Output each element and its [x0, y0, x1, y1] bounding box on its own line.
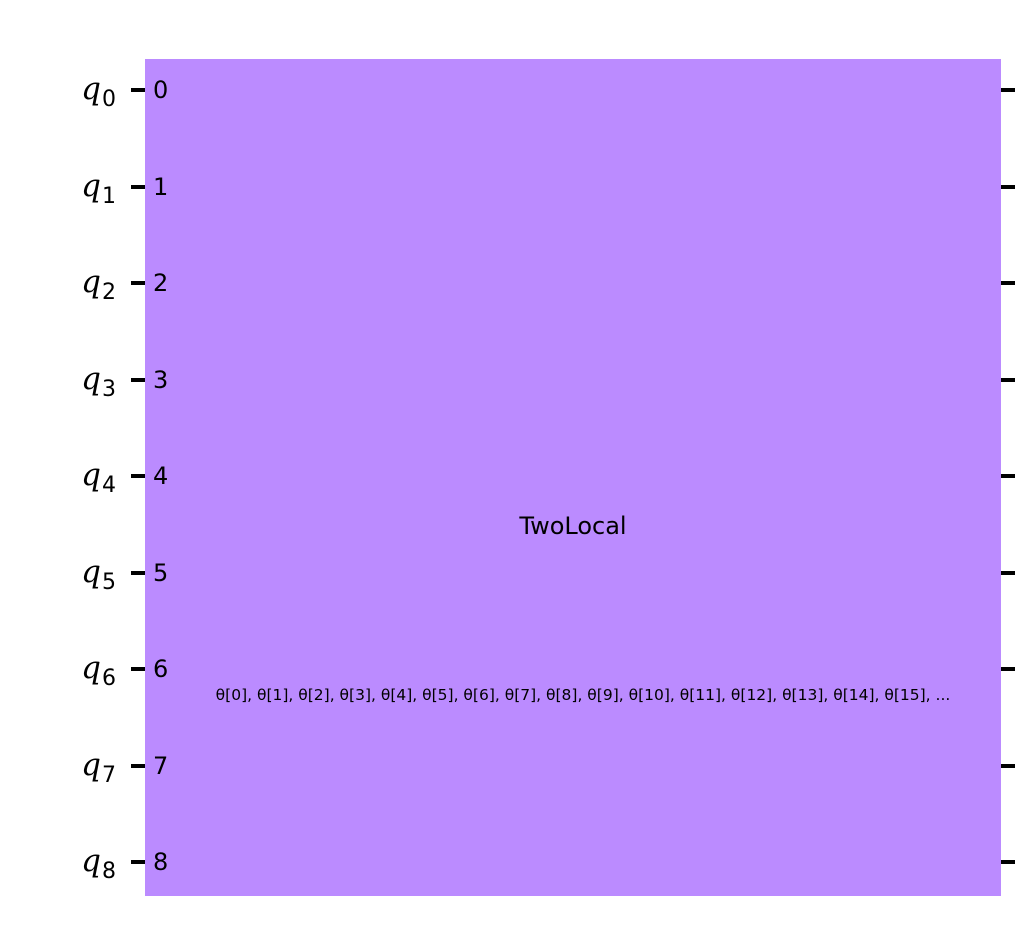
gate-wire-index-3: 3 — [153, 366, 169, 394]
qubit-label-index: 5 — [102, 570, 116, 595]
qubit-label-letter: q — [81, 264, 101, 300]
gate-wire-index-8: 8 — [153, 848, 169, 876]
qubit-label-index: 2 — [102, 280, 116, 305]
qubit-label-index: 6 — [102, 666, 116, 691]
qubit-label-index: 4 — [102, 473, 116, 498]
qubit-label-letter: q — [81, 843, 101, 879]
qubit-label-q1: q1 — [0, 171, 116, 208]
gate-wire-index-4: 4 — [153, 462, 169, 490]
gate-name-label: TwoLocal — [519, 512, 627, 540]
qubit-label-index: 3 — [102, 377, 116, 402]
qubit-label-letter: q — [81, 168, 101, 204]
qubit-label-q8: q8 — [0, 846, 116, 883]
qubit-label-index: 0 — [102, 87, 116, 112]
qubit-label-q7: q7 — [0, 750, 116, 787]
qubit-label-q5: q5 — [0, 557, 116, 594]
qubit-label-letter: q — [81, 361, 101, 397]
qubit-label-index: 8 — [102, 859, 116, 884]
gate-wire-index-5: 5 — [153, 559, 169, 587]
qubit-label-letter: q — [81, 457, 101, 493]
qubit-label-q2: q2 — [0, 267, 116, 304]
qubit-label-letter: q — [81, 554, 101, 590]
twolocal-gate-box — [145, 59, 1001, 896]
qubit-label-letter: q — [81, 747, 101, 783]
qubit-label-q6: q6 — [0, 653, 116, 690]
qubit-label-q4: q4 — [0, 460, 116, 497]
gate-wire-index-6: 6 — [153, 655, 169, 683]
gate-wire-index-7: 7 — [153, 752, 169, 780]
qubit-label-index: 7 — [102, 763, 116, 788]
gate-wire-index-1: 1 — [153, 173, 169, 201]
gate-params-label: θ[0], θ[1], θ[2], θ[3], θ[4], θ[5], θ[6]… — [215, 686, 951, 704]
gate-wire-index-0: 0 — [153, 76, 169, 104]
qubit-label-letter: q — [81, 71, 101, 107]
qubit-label-q3: q3 — [0, 364, 116, 401]
qubit-label-q0: q0 — [0, 74, 116, 111]
qubit-label-letter: q — [81, 650, 101, 686]
gate-wire-index-2: 2 — [153, 269, 169, 297]
qubit-label-index: 1 — [102, 184, 116, 209]
